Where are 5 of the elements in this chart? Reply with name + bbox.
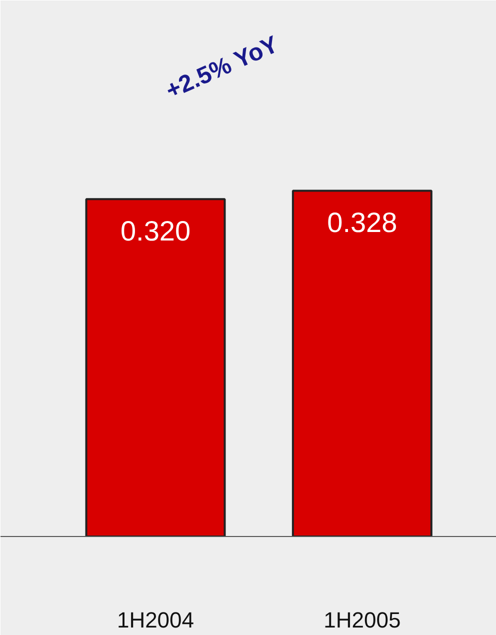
x-tick-label: 1H2005: [324, 608, 401, 632]
data-label: 0.320: [120, 216, 191, 247]
data-label: 0.328: [327, 207, 398, 238]
x-tick-label: 1H2004: [116, 608, 194, 632]
text: +2.5% YoY: [162, 31, 282, 105]
